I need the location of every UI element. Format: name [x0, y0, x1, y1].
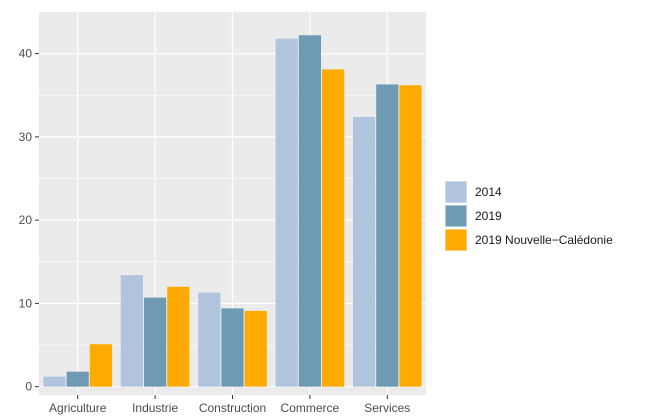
bar: [298, 35, 322, 387]
legend-key: [445, 229, 467, 251]
x-tick-label: Agriculture: [49, 401, 107, 415]
y-axis: 0 10 20 30 40: [19, 47, 39, 394]
bar: [399, 85, 422, 387]
bar: [198, 292, 221, 387]
bar: [143, 297, 167, 387]
y-tick-label: 0: [25, 380, 32, 394]
legend-label: 2019 Nouvelle−Calédonie: [475, 233, 613, 247]
x-axis: Agriculture Industrie Construction Commerce…: [49, 395, 410, 415]
y-tick-label: 10: [19, 296, 33, 310]
bar: [167, 286, 190, 387]
legend-label: 2014: [475, 185, 502, 199]
bar: [244, 310, 267, 387]
bar: [322, 69, 345, 387]
bar: [221, 308, 244, 387]
y-tick-label: 30: [19, 130, 33, 144]
bars: [43, 35, 422, 387]
bar: [66, 371, 89, 387]
bar: [352, 116, 376, 387]
bar: [89, 344, 113, 387]
legend-key: [445, 181, 467, 203]
bar: [43, 376, 66, 387]
bar: [376, 84, 399, 387]
y-tick-label: 20: [19, 213, 33, 227]
y-tick-label: 40: [19, 47, 33, 61]
x-tick-label: Commerce: [281, 401, 340, 415]
legend: 2014 2019 2019 Nouvelle−Calédonie: [445, 181, 613, 251]
legend-key: [445, 205, 467, 227]
legend-label: 2019: [475, 209, 502, 223]
bar: [120, 275, 143, 387]
bar: [275, 38, 298, 387]
x-tick-label: Industrie: [132, 401, 178, 415]
x-tick-label: Services: [364, 401, 410, 415]
x-tick-label: Construction: [199, 401, 266, 415]
